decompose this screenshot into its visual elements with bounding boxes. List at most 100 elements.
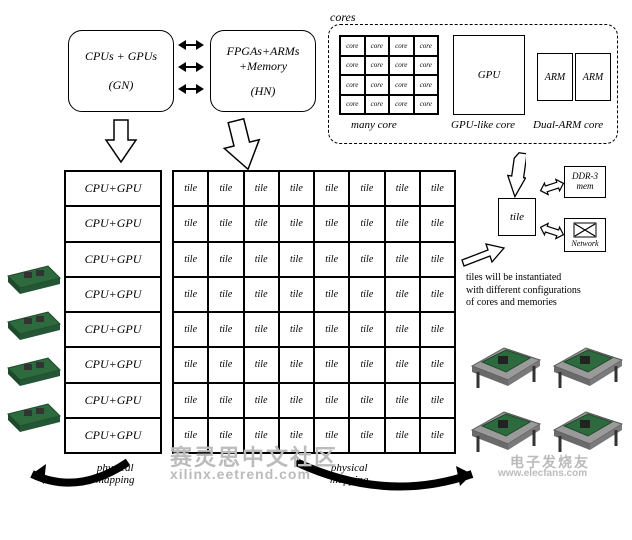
tile-cell: tile (173, 347, 208, 382)
network-label: Network (571, 239, 598, 248)
note-l1: tiles will be instantiated (466, 272, 581, 285)
tile-cell: tile (420, 206, 455, 241)
manycore-cell: core (365, 36, 390, 56)
cpu-gpu-column: CPU+GPUCPU+GPUCPU+GPUCPU+GPUCPU+GPUCPU+G… (64, 170, 162, 454)
tile-single-label: tile (510, 211, 524, 223)
manycore-cell: core (365, 56, 390, 76)
watermark-center2: xilinx.eetrend.com (170, 466, 311, 482)
tile-cell: tile (279, 383, 314, 418)
tile-cell: tile (420, 347, 455, 382)
hn-box: FPGAs+ARMs +Memory (HN) (210, 30, 316, 112)
tile-cell: tile (208, 312, 243, 347)
manycore-cell: core (414, 95, 439, 115)
cpu-gpu-cell: CPU+GPU (65, 242, 161, 277)
ddr-l2: mem (577, 182, 594, 192)
bidir-arrow-3 (178, 84, 204, 94)
manycore-cell: core (340, 36, 365, 56)
manycore-cell: core (389, 36, 414, 56)
hn-line3: (HN) (251, 84, 276, 99)
tile-cell: tile (173, 383, 208, 418)
tile-cell: tile (173, 206, 208, 241)
tile-cell: tile (349, 206, 384, 241)
tile-cell: tile (208, 383, 243, 418)
tile-cell: tile (349, 383, 384, 418)
tile-cell: tile (314, 312, 349, 347)
arm-box-2: ARM (575, 53, 611, 101)
tile-cell: tile (314, 277, 349, 312)
tile-cell: tile (314, 383, 349, 418)
tile-cell: tile (420, 418, 455, 453)
gn-line2: (GN) (109, 78, 134, 93)
fpga-trays (468, 330, 628, 465)
cpu-gpu-cell: CPU+GPU (65, 418, 161, 453)
gpu-core-text: GPU (478, 69, 501, 81)
tile-cell: tile (349, 418, 384, 453)
tile-cell: tile (279, 277, 314, 312)
tile-cell: tile (208, 242, 243, 277)
gpu-core-box: GPU (453, 35, 525, 115)
tile-cell: tile (349, 171, 384, 206)
cores-title: cores (330, 10, 356, 25)
tile-cell: tile (349, 312, 384, 347)
tile-cell: tile (420, 312, 455, 347)
manycore-cell: core (414, 56, 439, 76)
arrow-tile-ddr (538, 178, 566, 201)
tile-cell: tile (385, 383, 420, 418)
tile-cell: tile (349, 242, 384, 277)
tile-cell: tile (244, 206, 279, 241)
tile-cell: tile (385, 312, 420, 347)
tile-cell: tile (385, 171, 420, 206)
tile-cell: tile (385, 418, 420, 453)
gpu-label: GPU-like core (451, 119, 515, 131)
arrow-tile-net (538, 222, 566, 245)
arm-text-2: ARM (583, 72, 604, 83)
arm-text-1: ARM (545, 72, 566, 83)
cores-panel: corecorecorecorecorecorecorecorecorecore… (328, 24, 618, 144)
tile-cell: tile (279, 312, 314, 347)
down-arrow-hn (216, 114, 268, 176)
hn-line1: FPGAs+ARMs (227, 44, 300, 59)
tile-cell: tile (279, 206, 314, 241)
tile-cell: tile (349, 277, 384, 312)
manycore-cell: core (414, 36, 439, 56)
tile-cell: tile (314, 242, 349, 277)
tile-cell: tile (244, 347, 279, 382)
tile-grid: tiletiletiletiletiletiletiletiletiletile… (172, 170, 456, 454)
manycore-cell: core (389, 95, 414, 115)
tile-cell: tile (244, 171, 279, 206)
tile-cell: tile (420, 171, 455, 206)
bidir-arrow-1 (178, 40, 204, 50)
arrow-cores-to-tile (498, 150, 526, 203)
tile-cell: tile (385, 242, 420, 277)
tile-cell: tile (385, 277, 420, 312)
bidir-arrow-2 (178, 62, 204, 72)
tile-cell: tile (385, 347, 420, 382)
cpu-gpu-cell: CPU+GPU (65, 277, 161, 312)
manycore-cell: core (340, 56, 365, 76)
manycore-grid: corecorecorecorecorecorecorecorecorecore… (339, 35, 439, 115)
note-l2: with different configurations (466, 285, 581, 298)
tile-cell: tile (244, 383, 279, 418)
ddr-box: DDR-3 mem (564, 166, 606, 198)
cpu-gpu-cell: CPU+GPU (65, 206, 161, 241)
gn-line1: CPUs + GPUs (85, 49, 157, 64)
tile-cell: tile (173, 242, 208, 277)
tile-cell: tile (208, 171, 243, 206)
manycore-cell: core (365, 95, 390, 115)
arm-label: Dual-ARM core (533, 119, 603, 131)
down-arrow-gn (104, 118, 138, 164)
manycore-cell: core (340, 75, 365, 95)
tile-cell: tile (314, 347, 349, 382)
tile-cell: tile (385, 206, 420, 241)
manycore-cell: core (414, 75, 439, 95)
tile-cell: tile (349, 347, 384, 382)
tile-cell: tile (279, 242, 314, 277)
server-stack (2, 262, 66, 467)
cpu-gpu-cell: CPU+GPU (65, 383, 161, 418)
watermark-right2: www.elecfans.com (498, 468, 587, 479)
tile-cell: tile (244, 277, 279, 312)
hn-line2: +Memory (239, 59, 287, 74)
manycore-label: many core (351, 119, 397, 131)
tile-cell: tile (208, 277, 243, 312)
note-l3: of cores and memories (466, 297, 581, 310)
